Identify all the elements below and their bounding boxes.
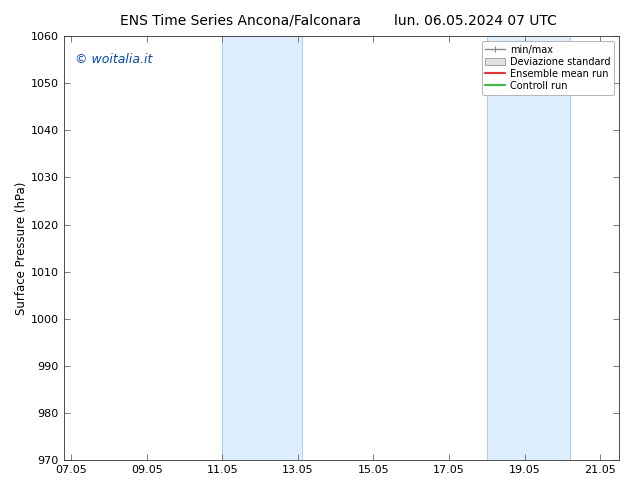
Bar <box>223 36 302 460</box>
Y-axis label: Surface Pressure (hPa): Surface Pressure (hPa) <box>15 181 28 315</box>
Text: © woitalia.it: © woitalia.it <box>75 53 152 66</box>
Bar <box>487 36 570 460</box>
Text: ENS Time Series Ancona/Falconara: ENS Time Series Ancona/Falconara <box>120 14 361 28</box>
Legend: min/max, Deviazione standard, Ensemble mean run, Controll run: min/max, Deviazione standard, Ensemble m… <box>482 41 614 95</box>
Text: lun. 06.05.2024 07 UTC: lun. 06.05.2024 07 UTC <box>394 14 557 28</box>
